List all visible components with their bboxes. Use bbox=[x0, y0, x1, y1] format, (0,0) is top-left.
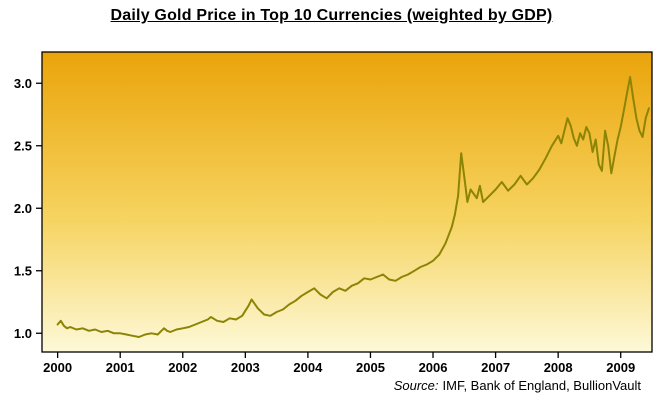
svg-text:2006: 2006 bbox=[419, 360, 448, 375]
svg-text:1.0: 1.0 bbox=[14, 326, 32, 341]
svg-text:2001: 2001 bbox=[106, 360, 135, 375]
svg-text:2003: 2003 bbox=[231, 360, 260, 375]
source-text: IMF, Bank of England, BullionVault bbox=[442, 378, 642, 393]
svg-text:2009: 2009 bbox=[606, 360, 635, 375]
source-note: Source: IMF, Bank of England, BullionVaul… bbox=[394, 378, 641, 393]
svg-text:2000: 2000 bbox=[43, 360, 72, 375]
svg-text:2007: 2007 bbox=[481, 360, 510, 375]
svg-text:2.0: 2.0 bbox=[14, 201, 32, 216]
svg-text:2005: 2005 bbox=[356, 360, 385, 375]
chart-title: Daily Gold Price in Top 10 Currencies (w… bbox=[110, 7, 553, 24]
svg-text:1.5: 1.5 bbox=[14, 263, 32, 278]
svg-text:2004: 2004 bbox=[293, 360, 323, 375]
svg-text:2.5: 2.5 bbox=[14, 138, 32, 153]
svg-text:3.0: 3.0 bbox=[14, 76, 32, 91]
svg-text:2008: 2008 bbox=[544, 360, 573, 375]
svg-text:2002: 2002 bbox=[168, 360, 197, 375]
source-label: Source: bbox=[393, 378, 439, 393]
